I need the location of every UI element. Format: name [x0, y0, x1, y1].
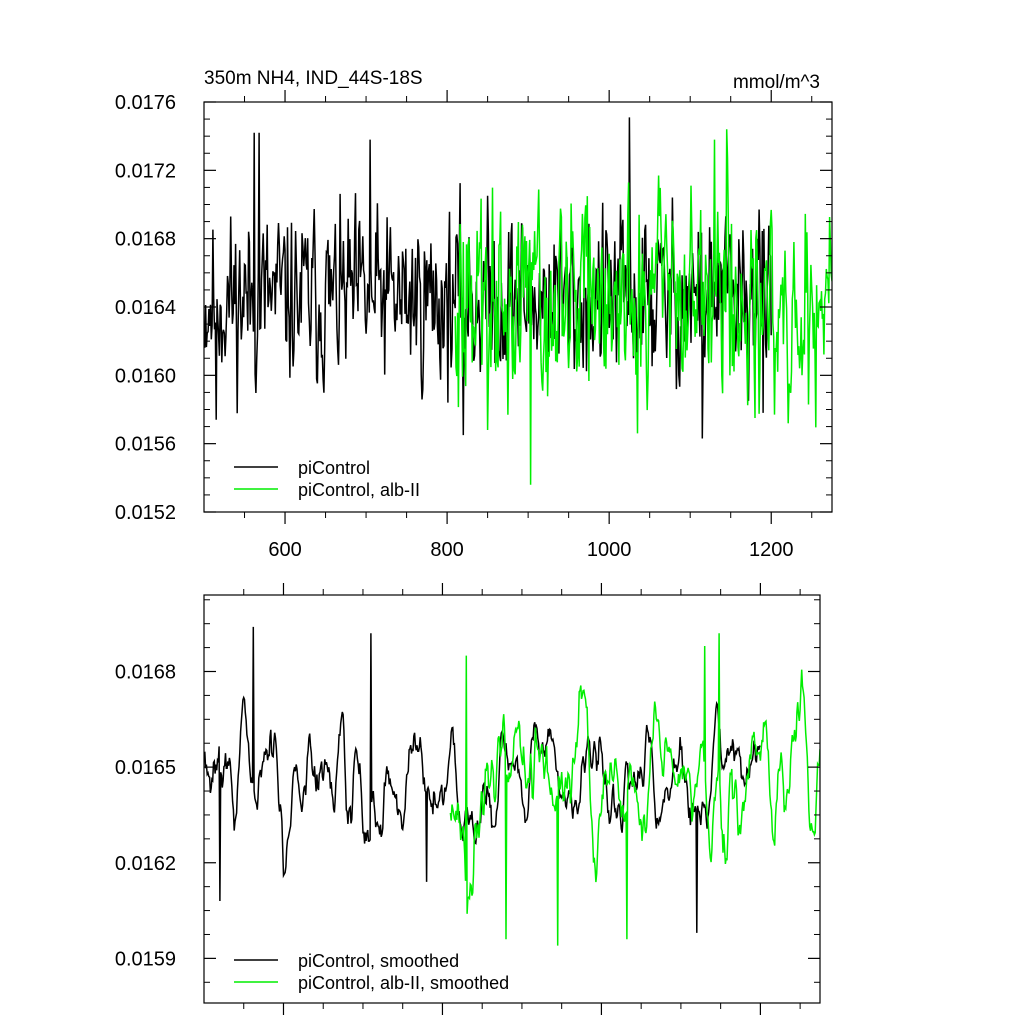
series-line-picontrol-alb-ii-smoothed [449, 633, 820, 946]
y-tick-label: 0.0172 [115, 160, 176, 182]
top-panel: 350m NH4, IND_44S-18S mmol/m^3 0.01520.0… [115, 68, 833, 561]
chart-title: 350m NH4, IND_44S-18S [204, 68, 423, 89]
bottom-panel: 0.0159 0.0162 0.0165 0.0168 piControl, smoo… [115, 583, 821, 1015]
y-tick-label: 0.0152 [115, 502, 176, 524]
x-tick-label: 800 [430, 539, 463, 561]
y-tick-label: 0.0159 [115, 948, 176, 970]
x-tick-label: 1200 [749, 539, 794, 561]
y-tick-label: 0.0165 [115, 757, 176, 779]
bottom-legend: piControl, smoothed piControl, alb-II, s… [234, 951, 509, 993]
top-axis-ticks: 0.0152 0.0156 0.0160 0.0164 0.0168 0.0172 0.01… [115, 90, 832, 561]
y-tick-label: 0.0164 [115, 297, 176, 319]
top-series-lines [204, 117, 832, 485]
y-tick-label: 0.0168 [115, 229, 176, 251]
y-tick-label: 0.0162 [115, 853, 176, 875]
bottom-axis-ticks: 0.0159 0.0162 0.0165 0.0168 [115, 583, 820, 1015]
y-tick-label: 0.0156 [115, 434, 176, 456]
legend-label-picontrol-smoothed: piControl, smoothed [298, 951, 459, 971]
x-tick-label: 600 [268, 539, 301, 561]
series-line-picontrol [204, 117, 772, 439]
series-line-picontrol-alb-ii [454, 129, 832, 485]
x-tick-label: 1000 [587, 539, 632, 561]
legend-label-picontrol-alb-ii: piControl, alb-II [298, 480, 420, 500]
series-line-picontrol-smoothed [204, 626, 761, 933]
y-tick-label: 0.0160 [115, 365, 176, 387]
top-legend: piControl piControl, alb-II [234, 458, 420, 500]
legend-label-picontrol: piControl [298, 458, 370, 478]
units-label: mmol/m^3 [733, 72, 820, 93]
y-tick-label: 0.0168 [115, 662, 176, 684]
legend-label-picontrol-alb-ii-smoothed: piControl, alb-II, smoothed [298, 973, 509, 993]
bottom-series-lines [204, 626, 820, 946]
y-tick-label: 0.0176 [115, 92, 176, 114]
bottom-plot-frame [203, 594, 821, 1004]
